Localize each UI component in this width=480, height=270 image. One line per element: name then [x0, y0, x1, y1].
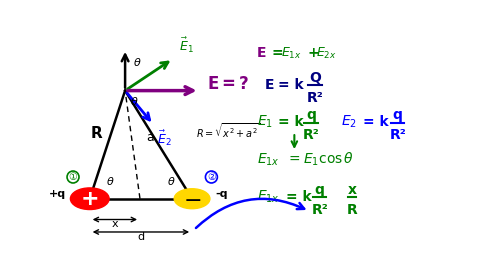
- Text: q: q: [315, 183, 324, 197]
- Text: = k: = k: [363, 115, 389, 129]
- Text: $-$: $-$: [183, 189, 201, 209]
- Text: = k: = k: [286, 190, 312, 204]
- Text: a: a: [146, 130, 154, 144]
- Text: Q: Q: [309, 71, 321, 85]
- Text: $E_{1x}$: $E_{1x}$: [281, 46, 302, 62]
- Text: R²: R²: [303, 129, 320, 143]
- Text: $\theta$: $\theta$: [133, 56, 142, 68]
- Text: $\vec{E}_2$: $\vec{E}_2$: [157, 129, 172, 148]
- Text: $\mathbf{E = ?}$: $\mathbf{E = ?}$: [207, 75, 249, 93]
- Text: =: =: [271, 46, 283, 60]
- Text: R²: R²: [312, 203, 328, 217]
- Text: -q: -q: [215, 189, 228, 199]
- Text: +: +: [307, 46, 319, 60]
- Text: $E_{1x}$: $E_{1x}$: [257, 151, 280, 168]
- Text: $\theta$: $\theta$: [106, 175, 115, 187]
- Text: R²: R²: [306, 91, 323, 105]
- Text: $\vec{E}_1$: $\vec{E}_1$: [179, 35, 193, 55]
- Text: R²: R²: [389, 129, 406, 143]
- Text: +: +: [81, 189, 99, 209]
- Text: $E_1$: $E_1$: [257, 114, 273, 130]
- Text: x: x: [348, 183, 357, 197]
- Text: = k: = k: [277, 77, 303, 92]
- Text: $E_{1x}$: $E_{1x}$: [257, 189, 280, 205]
- Text: q: q: [306, 108, 316, 122]
- Text: R: R: [347, 203, 358, 217]
- Text: x: x: [111, 219, 118, 229]
- Circle shape: [71, 188, 109, 210]
- Text: E: E: [257, 46, 267, 60]
- Text: q: q: [393, 108, 403, 122]
- Text: = k: = k: [277, 115, 303, 129]
- Text: +q: +q: [48, 189, 66, 199]
- Text: R: R: [90, 126, 102, 141]
- Text: E: E: [264, 77, 274, 92]
- Text: $R = \sqrt{x^2 + a^2}$: $R = \sqrt{x^2 + a^2}$: [196, 122, 260, 140]
- Text: ①: ①: [69, 172, 77, 182]
- Text: $E_{2x}$: $E_{2x}$: [316, 46, 336, 62]
- Text: d: d: [137, 232, 144, 242]
- Text: $\theta$: $\theta$: [168, 175, 176, 187]
- Text: $= E_1\cos\theta$: $= E_1\cos\theta$: [286, 150, 354, 168]
- Text: ②: ②: [207, 172, 216, 182]
- Text: $E_2$: $E_2$: [341, 114, 357, 130]
- Text: $\theta$: $\theta$: [130, 95, 138, 107]
- Circle shape: [174, 189, 210, 209]
